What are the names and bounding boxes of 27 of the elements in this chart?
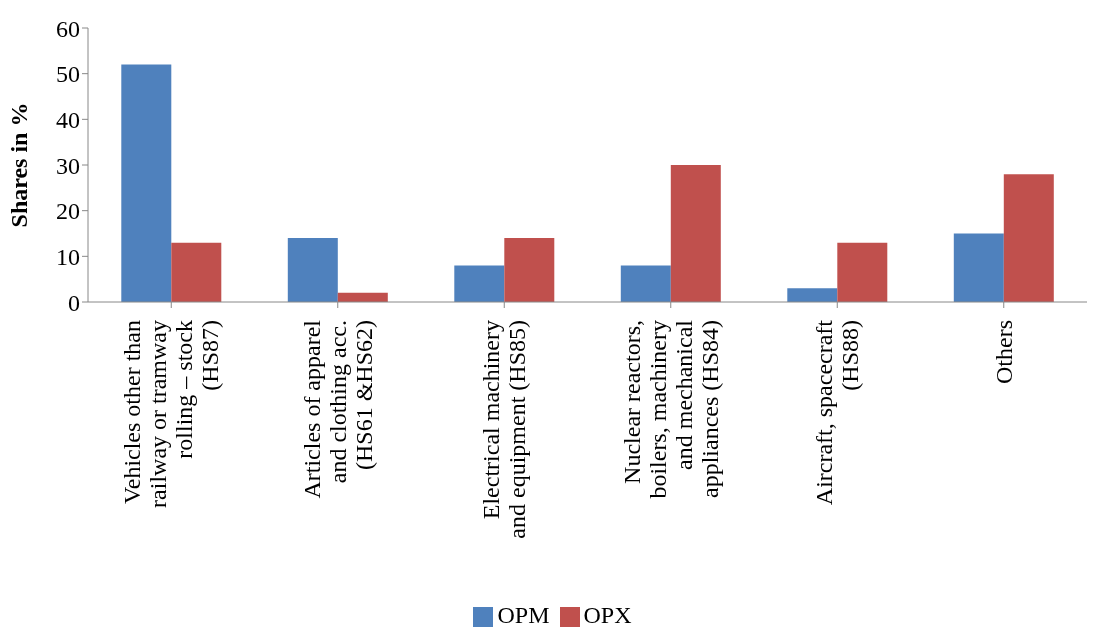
y-tick-label: 30: [56, 152, 80, 179]
y-tick-label: 40: [56, 106, 80, 133]
bar: [121, 64, 172, 302]
x-tick-label: Vehicles other than railway or tramway rolling – stock (HS87): [119, 320, 224, 508]
x-tick-label: Aircraft, spacecraft (HS88): [811, 319, 864, 506]
x-tick-label: Articles of apparel and clothing acc. (HS61 &HS62): [298, 319, 377, 499]
legend-label: OPX: [583, 602, 632, 628]
x-tick-label: Nuclear reactors, boilers, machinery and mechanical appliances (HS84): [618, 319, 723, 499]
bar: [171, 242, 222, 302]
y-tick-label: 20: [56, 198, 80, 225]
y-tick-label: 10: [56, 243, 80, 270]
bar: [454, 265, 505, 302]
bar: [787, 288, 838, 302]
y-tick-label: 0: [68, 289, 80, 316]
x-tick-label: Others: [990, 320, 1017, 384]
legend-label: OPM: [497, 602, 550, 628]
bar: [504, 238, 555, 302]
y-tick-label: 60: [56, 15, 80, 42]
bar: [1003, 174, 1054, 302]
bar: [953, 233, 1004, 302]
bar: [670, 165, 721, 302]
bar: [287, 238, 338, 302]
x-tick-label: Electrical machinery and equipment (HS85): [478, 320, 531, 539]
bar: [837, 242, 888, 302]
y-tick-label: 50: [56, 61, 80, 88]
bar: [620, 265, 671, 302]
y-axis-title: Shares in %: [5, 102, 32, 228]
